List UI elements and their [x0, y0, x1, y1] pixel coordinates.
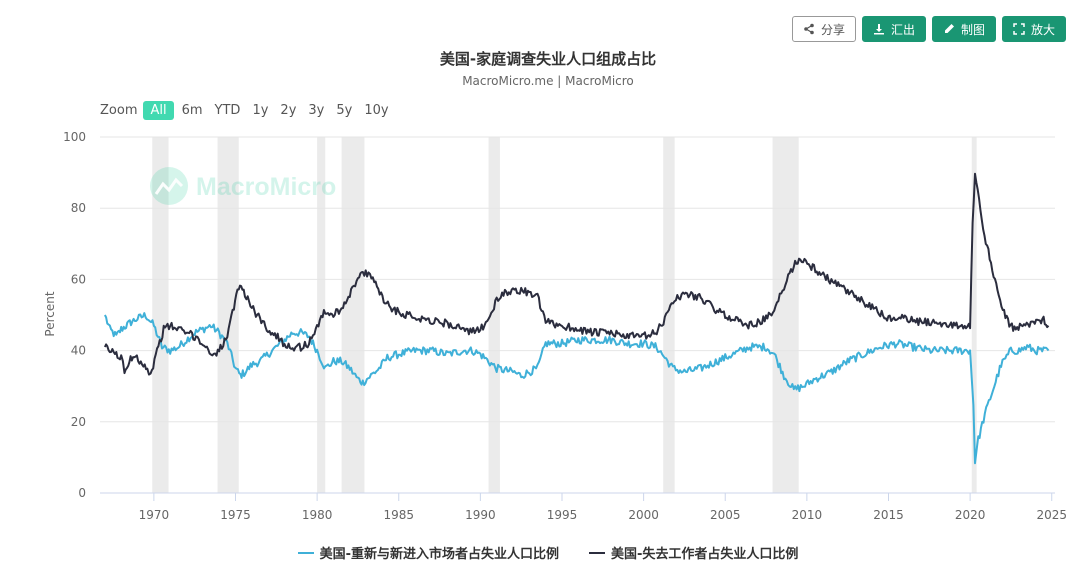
legend-swatch-reentrants — [297, 551, 314, 554]
export-button[interactable]: 汇出 — [861, 16, 926, 42]
recession-band — [341, 137, 365, 493]
chart-subtitle: MacroMicro.me | MacroMicro — [462, 74, 634, 88]
share-label: 分享 — [820, 22, 845, 37]
x-tick-label: 2000 — [628, 508, 659, 522]
zoom-5y-button[interactable]: 5y — [336, 103, 353, 118]
zoom-all-button[interactable]: All — [143, 101, 174, 120]
recession-band — [217, 137, 239, 493]
x-tick-label: 1995 — [547, 508, 578, 522]
x-tick-label: 1980 — [302, 508, 333, 522]
x-tick-label: 2010 — [792, 508, 823, 522]
share-icon — [804, 23, 814, 35]
recession-band — [663, 137, 675, 493]
zoom-1y-button[interactable]: 1y — [252, 103, 269, 118]
axes: 0 20 40 60 80 100 1970 1975 1980 1985 1990 1995 2000… — [63, 130, 1067, 522]
series-lines — [103, 172, 1050, 465]
watermark-text: MacroMicro — [196, 173, 336, 201]
x-tick-label: 2025 — [1036, 508, 1067, 522]
x-tick-label: 2015 — [873, 508, 904, 522]
chart-plot: MacroMicro 0 20 40 60 80 100 1970 1975 1980 1985 1… — [43, 130, 1067, 522]
y-tick-label: 20 — [71, 415, 86, 429]
series-line-reentrants — [104, 312, 1050, 465]
zoom-2y-button[interactable]: 2y — [280, 103, 297, 118]
x-tick-label: 1975 — [220, 508, 251, 522]
draw-button[interactable]: 制图 — [931, 16, 996, 42]
y-tick-label: 60 — [71, 272, 86, 286]
zoom-6m-button[interactable]: 6m — [181, 103, 203, 118]
y-axis-label: Percent — [43, 291, 57, 336]
zoom-ytd-button[interactable]: YTD — [214, 103, 241, 118]
recession-band — [488, 137, 500, 493]
share-button[interactable]: 分享 — [791, 16, 856, 42]
x-tick-label: 1990 — [465, 508, 496, 522]
download-icon — [873, 24, 884, 35]
enlarge-label: 放大 — [1030, 22, 1055, 37]
y-tick-label: 40 — [71, 344, 86, 358]
y-tick-label: 80 — [71, 201, 86, 215]
legend-swatch-job-losers — [589, 551, 605, 554]
draw-label: 制图 — [960, 22, 985, 37]
series-line-job-losers — [103, 172, 1050, 376]
legend-item-job-losers[interactable]: 美国-失去工作者占失业人口比例 — [589, 543, 798, 562]
x-tick-label: 1970 — [139, 508, 170, 522]
chart-legend: 美国-重新与新进入市场者占失业人口比例 美国-失去工作者占失业人口比例 — [0, 543, 1080, 562]
x-tick-label: 1985 — [383, 508, 414, 522]
legend-label-reentrants: 美国-重新与新进入市场者占失业人口比例 — [319, 547, 559, 562]
legend-item-reentrants[interactable]: 美国-重新与新进入市场者占失业人口比例 — [297, 543, 559, 562]
zoom-label: Zoom — [100, 103, 138, 118]
zoom-3y-button[interactable]: 3y — [308, 103, 325, 118]
recession-band — [971, 137, 977, 493]
recession-band — [772, 137, 799, 493]
export-label: 汇出 — [890, 22, 915, 37]
watermark-icon — [150, 167, 188, 205]
zoom-10y-button[interactable]: 10y — [364, 103, 389, 118]
x-tick-label: 2005 — [710, 508, 741, 522]
watermark-logo: MacroMicro — [150, 167, 336, 205]
zoom-selector: Zoom All 6m YTD 1y 2y 3y 5y 10y — [100, 101, 393, 120]
expand-icon — [1013, 23, 1025, 35]
watermark-chart-icon — [154, 177, 184, 195]
pencil-icon — [944, 24, 954, 33]
enlarge-button[interactable]: 放大 — [1001, 16, 1066, 42]
x-tick-label: 2020 — [955, 508, 986, 522]
recession-band — [152, 137, 169, 493]
y-tick-label: 100 — [63, 130, 86, 144]
chart-toolbar: 分享 汇出 制图 放大 — [791, 16, 1066, 42]
legend-label-job-losers: 美国-失去工作者占失业人口比例 — [611, 547, 799, 562]
y-tick-label: 0 — [78, 486, 86, 500]
chart-title: 美国-家庭调查失业人口组成占比 — [439, 50, 657, 68]
